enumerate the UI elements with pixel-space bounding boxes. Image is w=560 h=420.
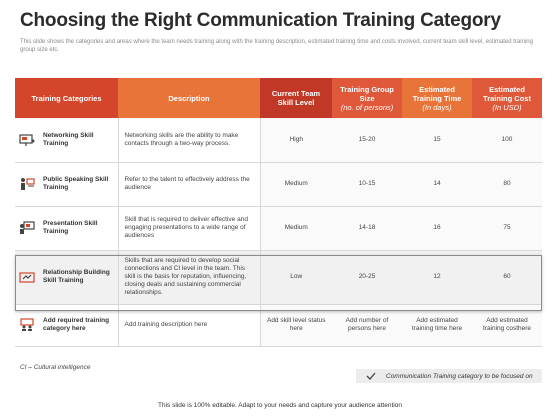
table-row-highlighted: Relationship Building Skill Training Ski… [15,250,542,305]
cost-cell: 75 [472,206,542,251]
page-subtitle: This slide shows the categories and area… [20,39,533,53]
table-row: Public Speaking Skill Training Refer to … [15,162,542,207]
category-label: Relationship Building Skill Training [43,269,110,284]
time-cell: 14 [402,162,472,207]
group-cell: 20-25 [332,250,402,305]
description-cell: Refer to the talent to effectively addre… [117,162,261,207]
header-training-categories: Training Categories [15,78,118,118]
category-label: Presentation Skill Training [43,220,98,235]
relationship-icon [19,272,35,283]
group-cell: 14-18 [332,206,402,251]
description-cell: Add training description here [117,304,261,347]
group-cell: 10-15 [332,162,402,207]
bottom-note: This slide is 100% editable. Adapt to yo… [158,402,402,409]
skill-cell: Medium [260,162,332,207]
header-skill-level: Current Team Skill Level [260,78,332,118]
category-label: Networking Skill Training [43,131,94,147]
description-cell: Skills that are required to develop soci… [117,250,261,305]
category-label: Add required training category here [43,317,110,332]
table-row: Presentation Skill Training Skill that i… [15,206,542,251]
group-cell: 15-20 [332,118,402,163]
presenter-board-icon [19,134,35,146]
time-cell: 15 [402,118,472,163]
category-label: Public Speaking Skill Training [43,176,109,191]
skill-cell: Medium [260,206,332,251]
public-speaking-icon [21,178,35,190]
add-training-icon [20,318,34,331]
legend-text: Communication Training category to be fo… [386,372,533,380]
header-group-size: Training Group Size (no. of persons) [332,78,402,118]
header-training-time: Estimated Training Time (In days) [402,78,472,118]
header-group-size-unit: (no. of persons) [340,102,394,112]
time-cell: 12 [402,250,472,305]
legend-box: Communication Training category to be fo… [356,369,542,383]
table-header-row: Training Categories Description Current … [15,78,542,118]
header-training-cost: Estimated Training Cost (In USD) [472,78,542,118]
footnote: CI – Cultural intelligence [20,364,91,371]
training-table: Training Categories Description Current … [15,78,542,347]
page-title: Choosing the Right Communication Trainin… [20,10,501,31]
cost-cell: Add estimated training costhere [472,304,542,347]
skill-cell: Add skill level status here [260,304,332,347]
group-cell: Add number of persons here [332,304,402,347]
table-row: Networking Skill Training Networking ski… [15,118,542,163]
description-cell: Skill that is required to deliver effect… [117,206,261,251]
header-description: Description [118,78,260,118]
table-row: Add required training category here Add … [15,304,542,347]
cost-cell: 60 [472,250,542,305]
presentation-icon [20,221,35,234]
time-cell: Add estimated training time here [402,304,472,347]
checkmark-icon [366,372,376,380]
skill-cell: Low [260,250,332,305]
header-training-cost-unit: (In USD) [492,102,522,112]
cost-cell: 100 [472,118,542,163]
description-cell: Networking skills are the ability to mak… [117,118,261,163]
skill-cell: High [260,118,332,163]
cost-cell: 80 [472,162,542,207]
time-cell: 16 [402,206,472,251]
header-training-time-unit: (In days) [422,102,452,112]
